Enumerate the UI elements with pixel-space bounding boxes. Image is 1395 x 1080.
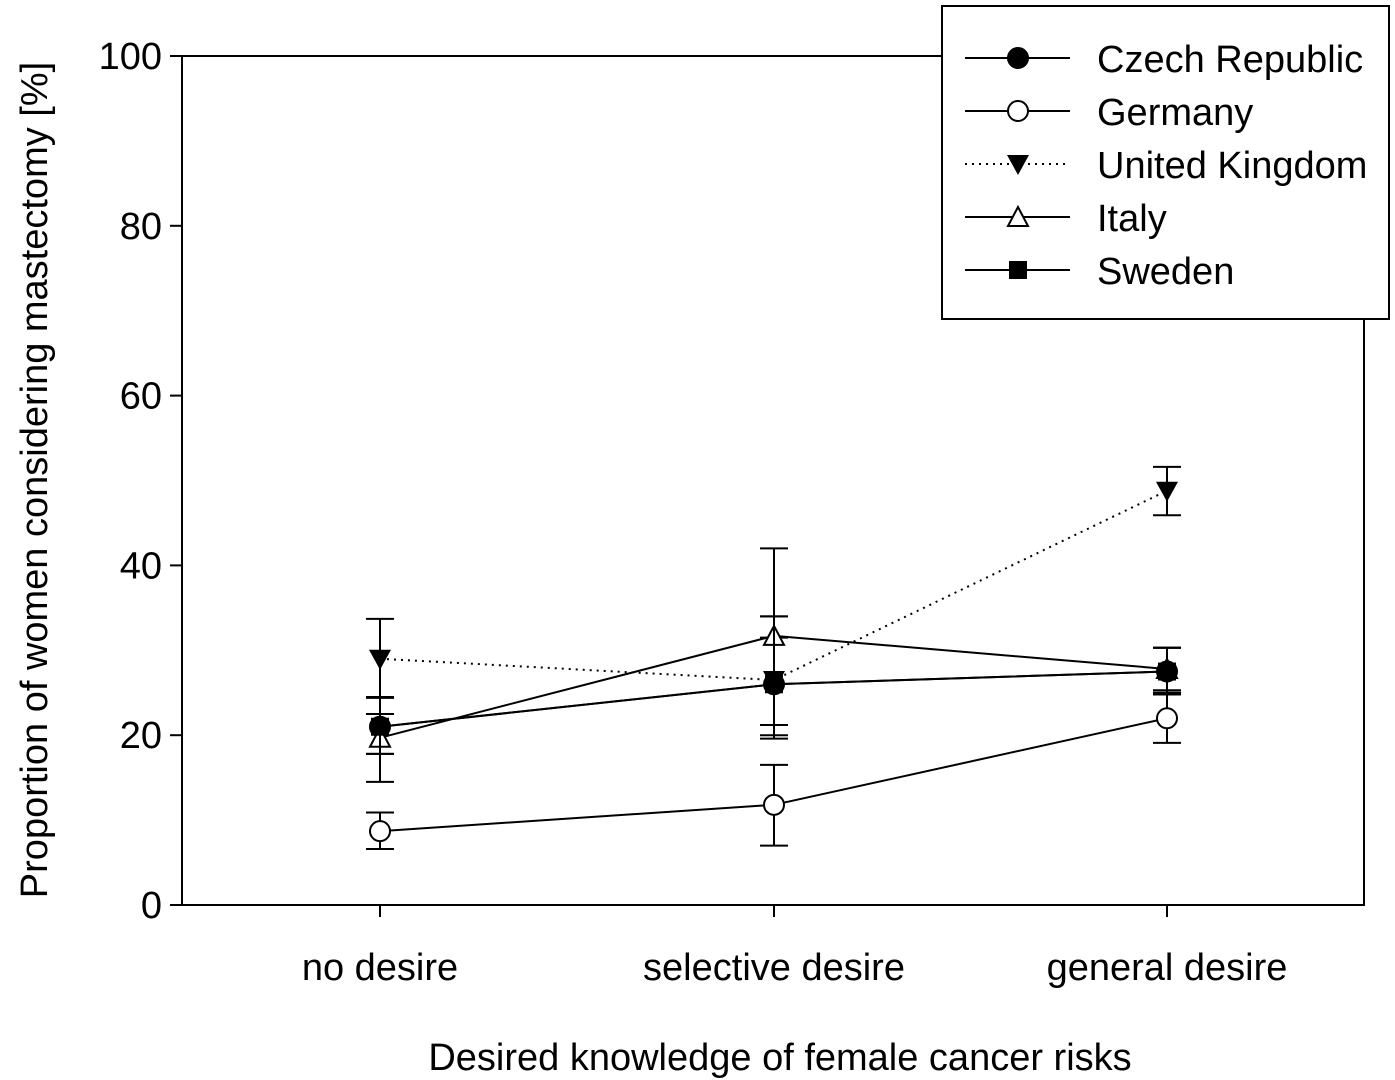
data-point — [1158, 662, 1176, 681]
series-germany — [366, 691, 1181, 850]
legend-label: United Kingdom — [1097, 145, 1367, 187]
data-point — [1156, 481, 1178, 502]
legend-label: Germany — [1097, 92, 1253, 134]
y-tick-label: 40 — [120, 545, 162, 587]
x-axis-title: Desired knowledge of female cancer risks — [428, 1037, 1131, 1079]
y-tick-label: 100 — [99, 36, 162, 78]
x-axis: no desire selective desire general desire — [302, 905, 1288, 989]
data-point — [765, 675, 783, 694]
data-point — [763, 793, 785, 816]
y-tick-label: 20 — [120, 715, 162, 757]
legend-marker — [1007, 100, 1029, 122]
legend-marker — [1007, 47, 1029, 69]
legend-marker — [1006, 204, 1030, 227]
y-axis-title: Proportion of women considering mastecto… — [14, 62, 56, 898]
legend-label: Sweden — [1097, 251, 1234, 293]
y-tick-label: 80 — [120, 206, 162, 248]
data-point — [371, 717, 389, 736]
y-tick-label: 0 — [141, 885, 162, 927]
legend-marker — [1009, 261, 1027, 279]
x-tick-label: no desire — [302, 947, 458, 989]
data-point — [369, 649, 391, 670]
series-sweden — [366, 615, 1181, 755]
y-tick-label: 60 — [120, 376, 162, 418]
series-layer — [366, 465, 1181, 850]
legend-marker — [1007, 155, 1029, 175]
x-tick-label: selective desire — [643, 947, 905, 989]
x-tick-label: general desire — [1047, 947, 1288, 989]
legend: Czech Republic Germany United Kingdom Italy… — [941, 5, 1390, 320]
data-point — [369, 820, 391, 843]
legend-label: Czech Republic — [1097, 39, 1363, 81]
data-point — [1156, 707, 1178, 730]
y-axis: 0 20 40 60 80 100 — [99, 36, 182, 927]
legend-label: Italy — [1097, 198, 1167, 240]
